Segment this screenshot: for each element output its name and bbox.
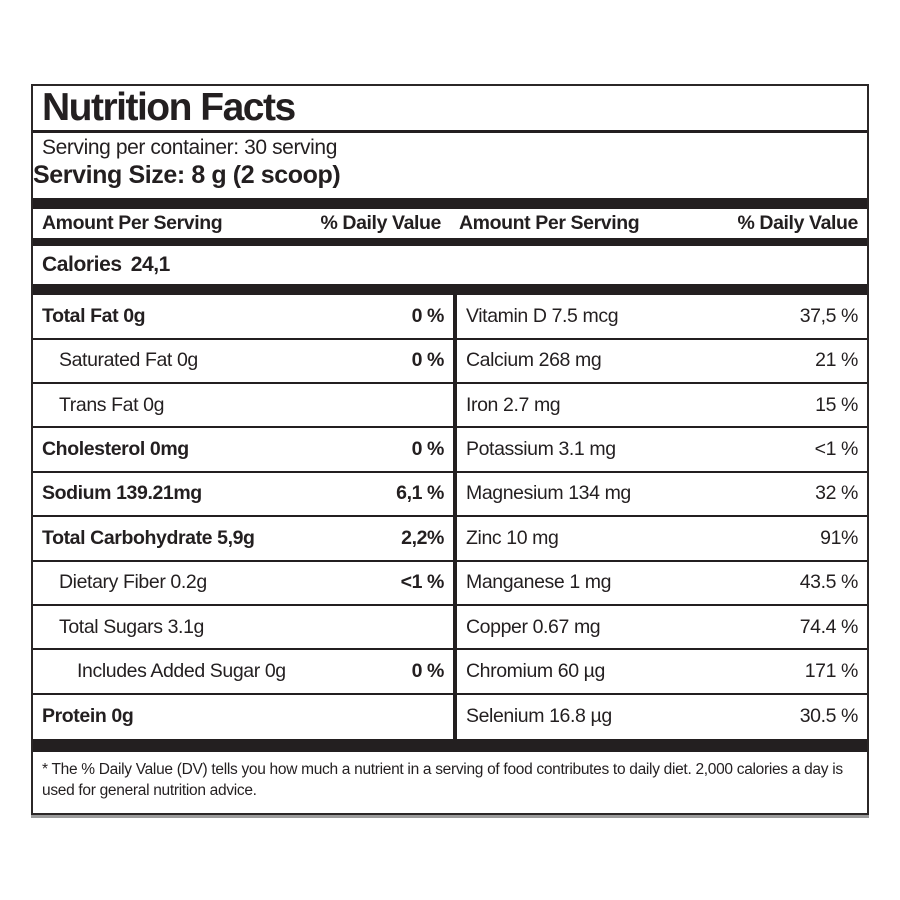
nutrient-daily-value: 37,5 % <box>799 304 859 327</box>
calories-value: 24,1 <box>130 253 171 277</box>
serving-per-container: Serving per container: 30 serving <box>42 135 337 159</box>
separator-bar-top <box>33 198 867 210</box>
column-header-left: Amount Per Serving % Daily Value <box>33 209 450 238</box>
daily-value-heading: % Daily Value <box>320 212 441 235</box>
nutrient-daily-value: <1 % <box>814 438 859 461</box>
nutrient-daily-value: 0 % <box>411 438 445 461</box>
nutrient-row: Trans Fat 0g <box>33 384 453 429</box>
amount-per-serving-heading: Amount Per Serving <box>459 212 640 235</box>
nutrient-label: Includes Added Sugar 0g <box>77 660 286 682</box>
nutrient-row: Saturated Fat 0g 0 % <box>33 340 453 384</box>
nutrient-daily-value: 6,1 % <box>396 482 444 505</box>
nutrient-label: Iron 2.7 mg <box>466 393 561 416</box>
nutrient-row: Dietary Fiber 0.2g <1 % <box>33 562 453 606</box>
nutrient-label: Total Fat 0g <box>42 304 146 327</box>
nutrient-row: Manganese 1 mg 43.5 % <box>457 562 867 606</box>
nutrient-label: Vitamin D 7.5 mcg <box>466 304 619 327</box>
nutrient-daily-value: 32 % <box>815 482 858 505</box>
nutrient-row: Copper 0.67 mg 74.4 % <box>457 606 867 651</box>
nutrient-label: Total Carbohydrate 5,9g <box>42 526 255 549</box>
nutrient-label: Magnesium 134 mg <box>466 482 631 505</box>
nutrient-label: Cholesterol 0mg <box>42 438 189 461</box>
nutrient-daily-value: 2,2% <box>401 526 444 549</box>
nutrients-column-right: Vitamin D 7.5 mcg 37,5 % Calcium 268 mg 21 … <box>453 295 867 740</box>
nutrient-label: Copper 0.67 mg <box>466 615 601 638</box>
nutrient-label: Selenium 16.8 µg <box>466 705 612 728</box>
nutrient-row: Cholesterol 0mg 0 % <box>33 428 453 473</box>
nutrient-row: Protein 0g <box>33 695 453 739</box>
nutrient-row: Chromium 60 µg 171 % <box>457 650 867 695</box>
nutrient-daily-value: 30.5 % <box>799 705 859 728</box>
calories-label: Calories <box>42 253 122 277</box>
nutrient-label: Sodium 139.21mg <box>42 482 202 505</box>
label-title: Nutrition Facts <box>42 86 296 129</box>
nutrient-daily-value: 43.5 % <box>799 571 859 594</box>
nutrient-label: Potassium 3.1 mg <box>466 438 616 461</box>
separator-bar-bottom <box>33 739 867 753</box>
nutrient-row: Sodium 139.21mg 6,1 % <box>33 473 453 518</box>
nutrient-daily-value: 0 % <box>411 349 445 372</box>
nutrient-daily-value: 171 % <box>804 660 859 682</box>
nutrient-daily-value: 91% <box>820 526 858 549</box>
separator-bar-calories <box>33 284 867 296</box>
nutrient-row: Potassium 3.1 mg <1 % <box>457 428 867 473</box>
nutrients-column-left: Total Fat 0g 0 % Saturated Fat 0g 0 % Trans … <box>33 295 453 739</box>
nutrient-row: Includes Added Sugar 0g 0 % <box>33 650 453 695</box>
nutrient-row: Total Carbohydrate 5,9g 2,2% <box>33 517 453 562</box>
nutrient-label: Dietary Fiber 0.2g <box>59 571 207 594</box>
nutrient-daily-value: <1 % <box>400 571 445 594</box>
nutrient-daily-value: 0 % <box>411 660 445 682</box>
calories-row: Calories 24,1 <box>33 246 867 284</box>
nutrient-label: Total Sugars 3.1g <box>59 615 204 638</box>
nutrient-label: Manganese 1 mg <box>466 571 612 594</box>
nutrient-row: Calcium 268 mg 21 % <box>457 340 867 384</box>
serving-size: Serving Size: 8 g (2 scoop) <box>33 160 341 189</box>
nutrient-daily-value: 15 % <box>815 393 858 416</box>
daily-value-heading: % Daily Value <box>737 212 858 235</box>
nutrient-daily-value: 74.4 % <box>799 615 859 638</box>
column-header-row: Amount Per Serving % Daily Value Amount … <box>33 209 867 238</box>
nutrient-label: Saturated Fat 0g <box>59 349 198 372</box>
nutrient-label: Protein 0g <box>42 705 134 728</box>
nutrient-daily-value: 0 % <box>411 304 445 327</box>
nutrient-row: Total Fat 0g 0 % <box>33 295 453 340</box>
nutrient-label: Calcium 268 mg <box>466 349 602 372</box>
nutrient-row: Selenium 16.8 µg 30.5 % <box>457 695 867 739</box>
nutrient-label: Trans Fat 0g <box>59 393 165 416</box>
amount-per-serving-heading: Amount Per Serving <box>42 212 223 235</box>
nutrient-label: Zinc 10 mg <box>466 526 559 549</box>
nutrient-row: Iron 2.7 mg 15 % <box>457 384 867 429</box>
column-header-right: Amount Per Serving % Daily Value <box>450 209 867 238</box>
title-divider <box>33 129 867 133</box>
nutrient-row: Zinc 10 mg 91% <box>457 517 867 562</box>
nutrient-row: Vitamin D 7.5 mcg 37,5 % <box>457 295 867 340</box>
nutrient-label: Chromium 60 µg <box>466 660 605 682</box>
separator-bar-header <box>33 238 867 247</box>
nutrient-row: Total Sugars 3.1g <box>33 606 453 651</box>
nutrition-facts-label: Nutrition Facts Serving per container: 3… <box>31 84 869 815</box>
nutrients-table: Total Fat 0g 0 % Saturated Fat 0g 0 % Trans … <box>33 295 867 740</box>
nutrient-row: Magnesium 134 mg 32 % <box>457 473 867 518</box>
daily-value-footnote: * The % Daily Value (DV) tells you how m… <box>42 761 843 799</box>
nutrient-daily-value: 21 % <box>815 349 858 372</box>
